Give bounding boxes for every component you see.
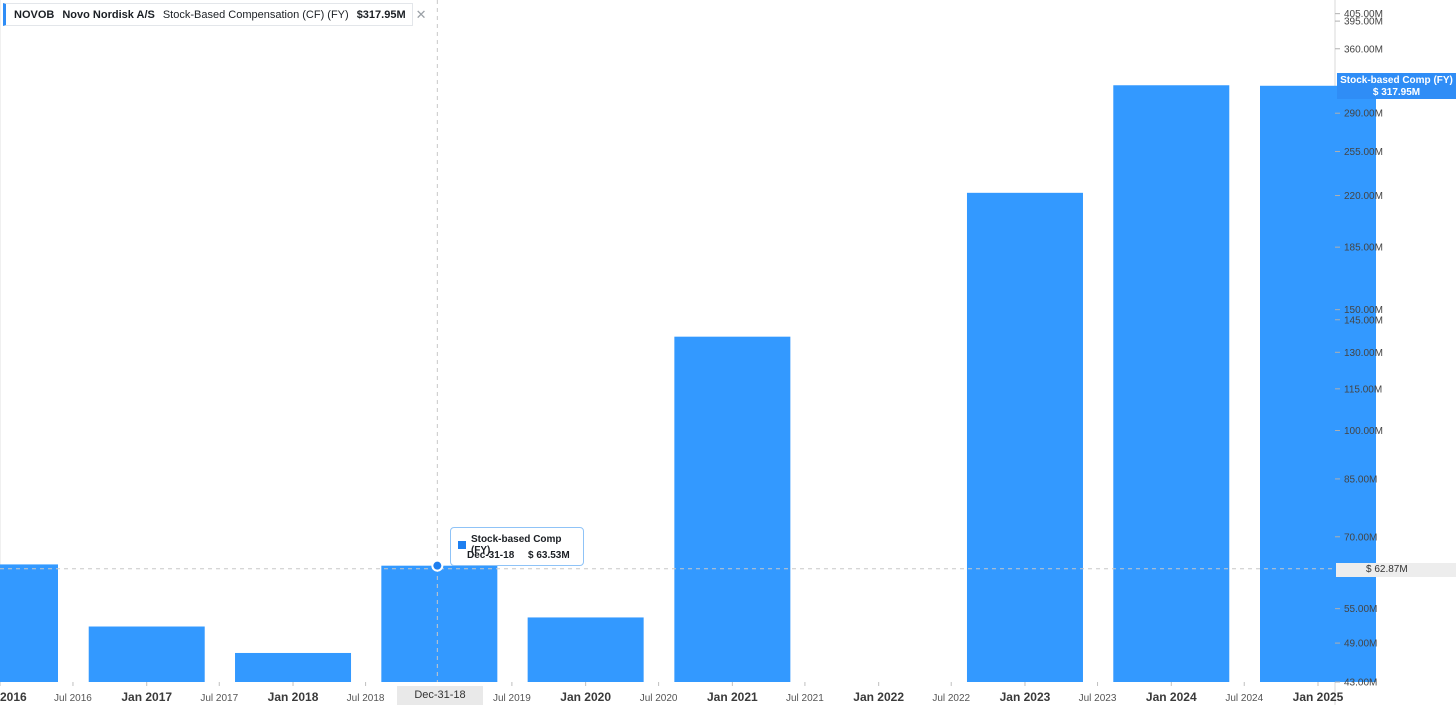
x-tick-label: Jul 2017 (200, 693, 238, 704)
series-label: Stock-Based Compensation (CF) (FY) (162, 8, 349, 21)
ticker-label: NOVOB (14, 8, 55, 21)
bar-2025 (1260, 85, 1376, 682)
y-tick-label: 43.00M (1344, 678, 1377, 689)
tooltip-value: $ 63.53M (528, 550, 570, 561)
y-tick-label: 150.00M (1344, 305, 1383, 316)
y-tick-label: 395.00M (1344, 17, 1383, 28)
crosshair-price: $ 62.87M (1366, 564, 1408, 575)
bar-2021 (674, 336, 791, 682)
x-tick-label: Jul 2024 (1225, 693, 1263, 704)
x-tick-label: Jul 2023 (1079, 693, 1117, 704)
bar-2016 (0, 564, 58, 682)
x-tick-label: Jan 2021 (707, 690, 758, 704)
close-icon[interactable]: ✕ (415, 6, 427, 22)
x-tick-label: Jul 2018 (347, 693, 385, 704)
bar-2019 (381, 565, 498, 682)
bar-2024 (1113, 85, 1230, 683)
x-tick-label: Jan 2020 (560, 690, 611, 704)
series-legend: NOVOB Novo Nordisk A/S Stock-Based Compe… (3, 3, 427, 26)
series-swatch (458, 541, 466, 549)
x-tick-label: Jan 2017 (121, 690, 172, 704)
company-label: Novo Nordisk A/S (62, 8, 155, 21)
y-tick-label: 145.00M (1344, 315, 1383, 326)
y-tick-label: 255.00M (1344, 147, 1383, 158)
bar-2018 (235, 652, 352, 682)
x-tick-label: Jul 2020 (640, 693, 678, 704)
crosshair-date-label: Dec-31-18 (397, 686, 483, 705)
y-tick-label: 70.00M (1344, 532, 1377, 543)
x-tick-label: Jan 2025 (1293, 690, 1344, 704)
x-tick-label: Jul 2019 (493, 693, 531, 704)
bar-2017 (88, 626, 205, 682)
bar-2020 (527, 617, 644, 682)
tooltip-title-row: Stock-based Comp (FY) (458, 534, 583, 556)
last-value-series: Stock-based Comp (FY) (1340, 75, 1453, 86)
y-tick-label: 360.00M (1344, 44, 1383, 55)
x-tick-label: Jan 2022 (853, 690, 904, 704)
y-tick-label: 220.00M (1344, 191, 1383, 202)
y-tick-label: 100.00M (1344, 426, 1383, 437)
x-tick-label: Jan 2024 (1146, 690, 1197, 704)
y-tick-label: 85.00M (1344, 474, 1377, 485)
tooltip-date: Dec-31-18 (467, 550, 515, 561)
crosshair-price-label: $ 62.87M (1336, 563, 1456, 577)
x-tick-label: 2016 (0, 690, 27, 704)
y-tick-label: 405.00M (1344, 9, 1383, 20)
hover-point (431, 559, 444, 572)
last-value-amount: $ 317.95M (1372, 87, 1421, 98)
y-tick-label: 49.00M (1344, 639, 1377, 650)
x-tick-label: Jan 2023 (1000, 690, 1051, 704)
data-tooltip: Stock-based Comp (FY) Dec-31-18 $ 63.53M (450, 527, 584, 566)
y-tick-label: 55.00M (1344, 604, 1377, 615)
x-tick-label: Jan 2018 (268, 690, 319, 704)
last-value-label: Stock-based Comp (FY) $ 317.95M (1337, 73, 1456, 99)
series-value: $317.95M (356, 8, 406, 21)
crosshair-date: Dec-31-18 (414, 689, 466, 701)
tooltip-title: Stock-based Comp (FY) (470, 534, 562, 556)
x-tick-label: Jul 2022 (932, 693, 970, 704)
y-tick-label: 130.00M (1344, 348, 1383, 359)
y-tick-label: 115.00M (1344, 384, 1382, 395)
x-tick-label: Jul 2021 (786, 693, 824, 704)
y-tick-label: 185.00M (1344, 243, 1383, 254)
bar-2023 (966, 192, 1083, 682)
x-tick-label: Jul 2016 (54, 693, 92, 704)
y-tick-label: 290.00M (1344, 109, 1383, 120)
